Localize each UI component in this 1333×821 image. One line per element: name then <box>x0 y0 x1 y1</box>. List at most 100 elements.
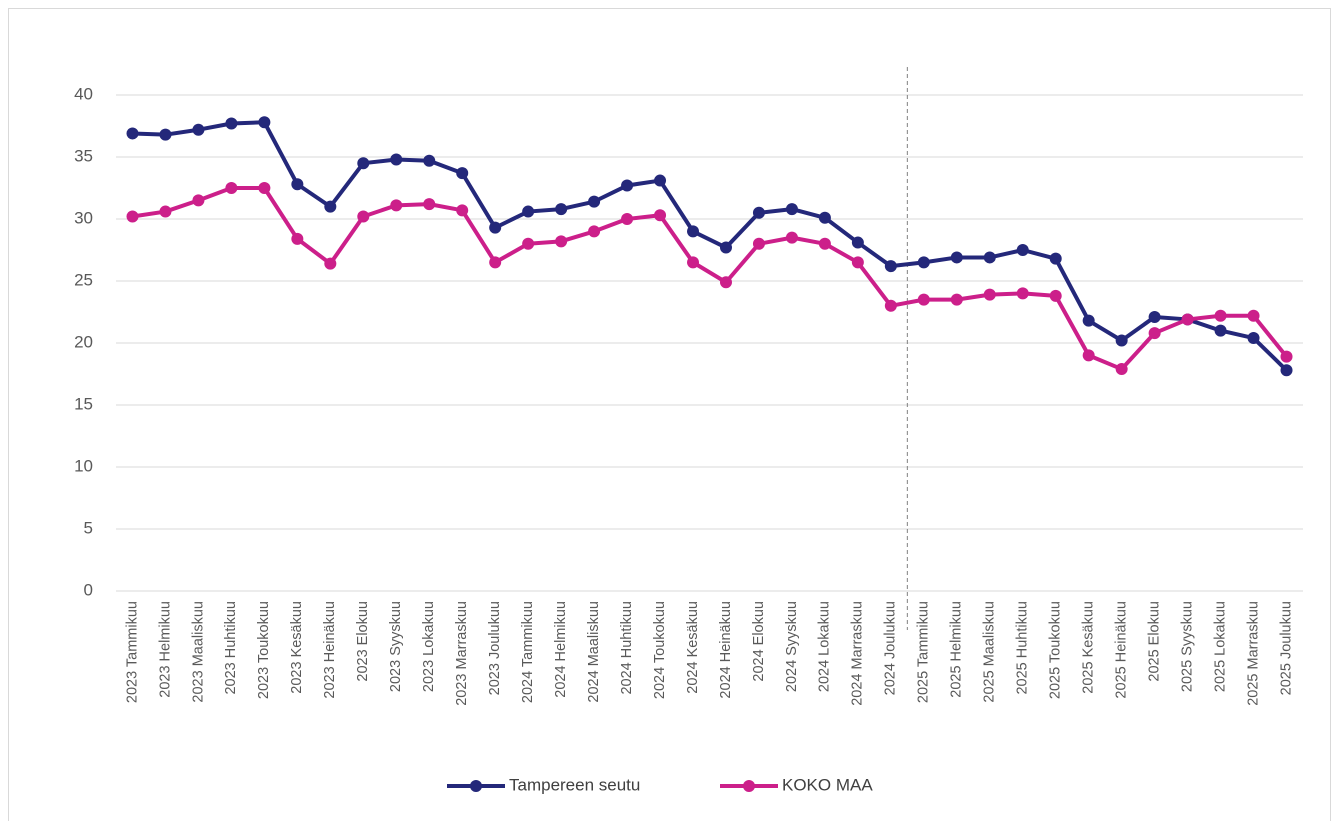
x-tick-label: 2024 Syyskuu <box>784 601 800 692</box>
x-tick-label: 2024 Helmikuu <box>553 601 569 698</box>
point <box>983 288 996 301</box>
point <box>621 179 634 192</box>
point <box>1049 289 1062 302</box>
point <box>1049 252 1062 265</box>
point <box>1082 349 1095 362</box>
point <box>324 200 337 213</box>
x-tick-label: 2023 Tammikuu <box>124 601 140 703</box>
point <box>1214 309 1227 322</box>
y-tick-label: 10 <box>74 456 93 475</box>
point <box>1082 314 1095 327</box>
point <box>654 174 667 187</box>
legend-label: KOKO MAA <box>782 775 873 794</box>
point <box>225 182 238 194</box>
point <box>752 237 765 250</box>
point <box>1247 332 1260 345</box>
point <box>126 210 139 223</box>
point <box>456 167 469 180</box>
point <box>1016 244 1029 256</box>
x-tick-label: 2025 Toukokuu <box>1048 601 1064 699</box>
legend-label: Tampereen seutu <box>509 775 640 794</box>
point <box>719 241 732 254</box>
point <box>489 221 502 234</box>
x-tick-label: 2025 Marraskuu <box>1245 601 1261 706</box>
point <box>291 232 304 245</box>
point <box>1214 324 1227 337</box>
x-tick-label: 2024 Joulukuu <box>883 601 899 695</box>
point <box>950 251 963 264</box>
point <box>588 225 601 238</box>
point <box>258 182 271 194</box>
point <box>357 157 370 170</box>
y-tick-label: 20 <box>74 332 93 351</box>
x-tick-label: 2023 Huhtikuu <box>223 601 239 695</box>
point <box>851 256 864 269</box>
x-tick-label: 2024 Toukokuu <box>652 601 668 699</box>
y-tick-label: 5 <box>84 518 93 537</box>
x-tick-label: 2024 Huhtikuu <box>619 601 635 695</box>
point <box>126 127 139 140</box>
point <box>159 128 172 141</box>
point <box>324 257 337 270</box>
x-tick-label: 2025 Joulukuu <box>1278 601 1294 695</box>
x-tick-label: 2025 Lokakuu <box>1212 601 1228 692</box>
point <box>522 205 535 218</box>
x-tick-label: 2024 Kesäkuu <box>685 601 701 694</box>
point <box>785 231 798 244</box>
y-tick-label: 25 <box>74 270 93 289</box>
x-tick-label: 2024 Maaliskuu <box>586 601 602 703</box>
point <box>1247 309 1260 322</box>
point <box>192 194 205 207</box>
point <box>555 203 568 216</box>
y-tick-label: 40 <box>74 84 93 103</box>
x-tick-label: 2025 Huhtikuu <box>1015 601 1031 695</box>
x-tick-label: 2023 Toukokuu <box>256 601 272 699</box>
point <box>654 209 667 222</box>
x-tick-label: 2023 Marraskuu <box>454 601 470 706</box>
legend-marker <box>470 780 482 792</box>
point <box>192 123 205 136</box>
x-tick-label: 2023 Syyskuu <box>388 601 404 692</box>
legend-marker <box>743 780 755 792</box>
point <box>1181 313 1194 326</box>
point <box>687 225 700 238</box>
x-tick-label: 2025 Syyskuu <box>1179 601 1195 692</box>
point <box>719 276 732 289</box>
point <box>884 260 897 273</box>
point <box>917 293 930 306</box>
point <box>423 154 436 167</box>
x-tick-label: 2025 Helmikuu <box>949 601 965 698</box>
point <box>752 206 765 219</box>
y-tick-label: 35 <box>74 146 93 165</box>
point <box>1280 350 1293 363</box>
point <box>818 211 831 224</box>
x-tick-label: 2023 Lokakuu <box>421 601 437 692</box>
y-tick-label: 30 <box>74 208 93 227</box>
point <box>357 210 370 223</box>
x-tick-label: 2023 Helmikuu <box>157 601 173 698</box>
series-line <box>132 186 1289 372</box>
point <box>291 178 304 191</box>
point <box>785 203 798 216</box>
point <box>555 235 568 248</box>
point <box>884 299 897 312</box>
point <box>1280 364 1293 377</box>
chart-border <box>8 8 1331 821</box>
x-tick-label: 2024 Elokuu <box>751 601 767 682</box>
point <box>983 251 996 264</box>
point <box>423 198 436 211</box>
point <box>851 236 864 249</box>
y-tick-label: 15 <box>74 394 93 413</box>
x-tick-label: 2025 Tammikuu <box>916 601 932 703</box>
x-tick-label: 2023 Joulukuu <box>487 601 503 695</box>
x-tick-label: 2024 Tammikuu <box>520 601 536 703</box>
x-tick-label: 2024 Lokakuu <box>817 601 833 692</box>
point <box>917 256 930 269</box>
x-tick-label: 2024 Marraskuu <box>850 601 866 706</box>
x-tick-label: 2025 Heinäkuu <box>1113 601 1129 699</box>
point <box>390 199 403 212</box>
point <box>621 213 634 225</box>
point <box>818 237 831 250</box>
x-tick-label: 2023 Elokuu <box>355 601 371 682</box>
